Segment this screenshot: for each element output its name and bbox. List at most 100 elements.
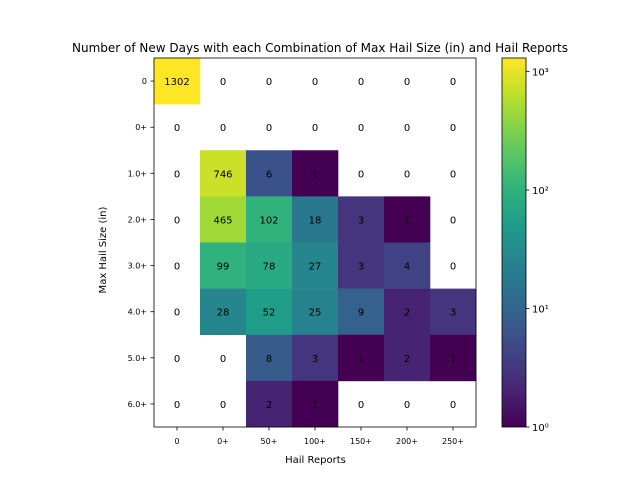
- heatmap-cell: [246, 196, 293, 243]
- heatmap-cell: [292, 196, 339, 243]
- colorbar-tick-label: 10¹: [532, 305, 549, 316]
- y-tick-label: 1.0+: [128, 169, 147, 178]
- cell-value-label: 27: [309, 262, 322, 273]
- cell-value-label: 2: [404, 308, 410, 319]
- y-tick-label: 6.0+: [128, 400, 147, 409]
- cell-value-label: 9: [358, 308, 364, 319]
- heatmap-cell: [338, 334, 385, 382]
- heatmap-cell: [200, 150, 247, 197]
- cell-value-label: 2: [404, 354, 410, 365]
- x-tick-label: 150+: [350, 437, 372, 446]
- cell-value-label: 3: [358, 215, 364, 226]
- cell-value-label: 0: [450, 215, 456, 226]
- cell-value-label: 99: [217, 262, 230, 273]
- cell-value-label: 0: [404, 400, 410, 411]
- heatmap-cell: [384, 288, 431, 336]
- cell-value-label: 3: [358, 262, 364, 273]
- heatmap-cell: [338, 242, 385, 289]
- y-tick-label: 0: [142, 77, 147, 86]
- cell-value-label: 6: [266, 169, 272, 180]
- cell-value-label: 465: [213, 215, 232, 226]
- cell-value-label: 0: [220, 400, 226, 411]
- cell-value-label: 0: [450, 262, 456, 273]
- colorbar-gradient: [501, 57, 527, 428]
- colorbar-tick-label: 10⁰: [532, 423, 549, 434]
- cell-value-label: 0: [450, 123, 456, 134]
- cell-value-label: 78: [263, 262, 276, 273]
- chart-title: Number of New Days with each Combination…: [72, 41, 568, 55]
- heatmap-cell: [200, 242, 247, 289]
- cell-value-label: 8: [266, 354, 272, 365]
- cell-value-label: 0: [450, 400, 456, 411]
- x-tick-label: 0+: [217, 437, 229, 446]
- heatmap-cells: [154, 58, 477, 428]
- cell-value-label: 0: [404, 77, 410, 88]
- cell-value-label: 18: [309, 215, 322, 226]
- heatmap-axes: 0 0+ 50+ 100+ 150+ 200+ 250+ 0 0+ 1.0+ 2.0+ 3.0+ 4.0…: [128, 57, 477, 446]
- heatmap-cell: [246, 334, 293, 382]
- cell-value-label: 52: [263, 308, 276, 319]
- cell-value-label: 0: [174, 354, 180, 365]
- heatmap-cell: [292, 288, 339, 336]
- cell-value-label: 0: [312, 77, 318, 88]
- cell-value-label: 1: [312, 400, 318, 411]
- cell-value-label: 0: [358, 123, 364, 134]
- cell-value-label: 4: [404, 262, 410, 273]
- cell-value-label: 0: [174, 123, 180, 134]
- heatmap-cell: [246, 150, 293, 197]
- y-tick-label: 3.0+: [128, 262, 147, 271]
- heatmap-cell: [246, 288, 293, 336]
- heatmap-cell-labels: 1302 0 0 0 0 0 00 0 0 0 0 0 00 746 6 1 0 0 00 465 102 18 3 1 00 9…: [164, 77, 456, 411]
- cell-value-label: 0: [174, 262, 180, 273]
- cell-value-label: 28: [217, 308, 230, 319]
- y-tick-label: 0+: [135, 123, 147, 132]
- cell-value-label: 1: [450, 354, 456, 365]
- cell-value-label: 1: [404, 215, 410, 226]
- cell-value-label: 1: [312, 169, 318, 180]
- x-tick-label: 100+: [304, 437, 326, 446]
- heatmap-cell: [338, 196, 385, 243]
- x-tick-label: 200+: [396, 437, 418, 446]
- heatmap-cell: [430, 288, 477, 336]
- cell-value-label: 25: [309, 308, 322, 319]
- cell-value-label: 0: [174, 400, 180, 411]
- cell-value-label: 0: [266, 77, 272, 88]
- heatmap-cell: [292, 334, 339, 382]
- cell-value-label: 102: [259, 215, 278, 226]
- cell-value-label: 0: [450, 169, 456, 180]
- x-tick-label: 50+: [261, 437, 278, 446]
- cell-value-label: 0: [358, 169, 364, 180]
- heatmap-cell: [384, 196, 431, 243]
- x-axis-label: Hail Reports: [285, 455, 346, 466]
- cell-value-label: 2: [266, 400, 272, 411]
- cell-value-label: 0: [220, 354, 226, 365]
- heatmap-cell: [430, 334, 477, 382]
- cell-value-label: 0: [174, 169, 180, 180]
- heatmap-cell: [292, 380, 339, 428]
- cell-value-label: 3: [312, 354, 318, 365]
- cell-value-label: 0: [174, 308, 180, 319]
- cell-value-label: 0: [450, 77, 456, 88]
- colorbar-tick-label: 10²: [532, 186, 549, 197]
- heatmap-cell: [384, 242, 431, 289]
- x-tick-label: 250+: [442, 437, 464, 446]
- heatmap-cell: [338, 288, 385, 336]
- cell-value-label: 746: [213, 169, 232, 180]
- cell-value-label: 0: [358, 400, 364, 411]
- heatmap-cell: [384, 334, 431, 382]
- cell-value-label: 0: [220, 123, 226, 134]
- cell-value-label: 0: [220, 77, 226, 88]
- cell-value-label: 1: [358, 354, 364, 365]
- y-tick-label: 5.0+: [128, 354, 147, 363]
- cell-value-label: 0: [312, 123, 318, 134]
- cell-value-label: 0: [174, 215, 180, 226]
- colorbar-ticks: 10⁰ 10¹ 10² 10³: [526, 68, 549, 434]
- cell-value-label: 0: [358, 77, 364, 88]
- cell-value-label: 0: [404, 169, 410, 180]
- y-tick-label: 2.0+: [128, 215, 147, 224]
- heatmap-cell: [246, 380, 293, 428]
- heatmap-cell: [200, 196, 247, 243]
- x-tick-label: 0: [174, 437, 179, 446]
- heatmap-cell: [200, 288, 247, 336]
